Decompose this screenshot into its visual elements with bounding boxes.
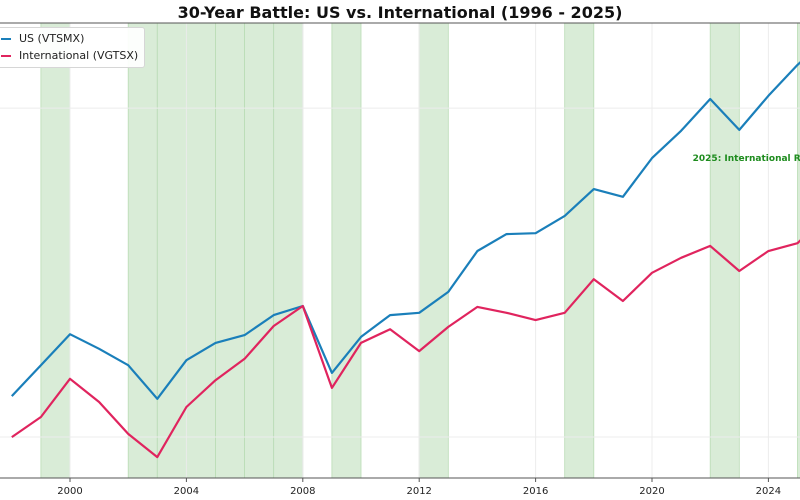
legend-swatch-us (1, 37, 11, 40)
highlight-band (331, 22, 362, 479)
x-tick-label: 2020 (639, 486, 664, 497)
chart-title: 30-Year Battle: US vs. International (19… (177, 3, 623, 22)
highlight-band (273, 22, 304, 479)
highlight-band (244, 22, 275, 479)
legend-swatch-international (1, 54, 11, 57)
series-lines (10, 61, 800, 459)
x-tick-label: 2000 (57, 486, 82, 497)
x-tick-label: 2004 (174, 486, 199, 497)
legend-item-international[interactable]: International (VGTSX) (1, 47, 138, 64)
legend-label-international: International (VGTSX) (19, 49, 139, 62)
gridlines (0, 23, 800, 478)
x-tick-label: 2012 (406, 486, 431, 497)
highlight-band (127, 22, 158, 479)
us-series-line (10, 61, 800, 400)
highlight-band (156, 22, 187, 479)
x-tick-label: 2024 (756, 486, 781, 497)
highlight-band (185, 22, 216, 479)
highlight-bands (40, 22, 800, 479)
international-series-line (11, 239, 800, 459)
x-tick-label: 2008 (290, 486, 315, 497)
highlight-band (418, 22, 449, 479)
x-ticks: 2000 2004 2008 2012 2016 2020 2024 (57, 478, 781, 497)
annotation: 2025: International Re (693, 154, 800, 164)
legend-item-us[interactable]: US (VTSMX) (1, 30, 138, 47)
legend: US (VTSMX) International (VGTSX) (0, 27, 146, 68)
highlight-band (564, 22, 595, 479)
highlight-band (797, 22, 800, 479)
legend-label-us: US (VTSMX) (19, 32, 85, 45)
x-tick-label: 2016 (523, 486, 548, 497)
highlight-band (215, 22, 246, 479)
